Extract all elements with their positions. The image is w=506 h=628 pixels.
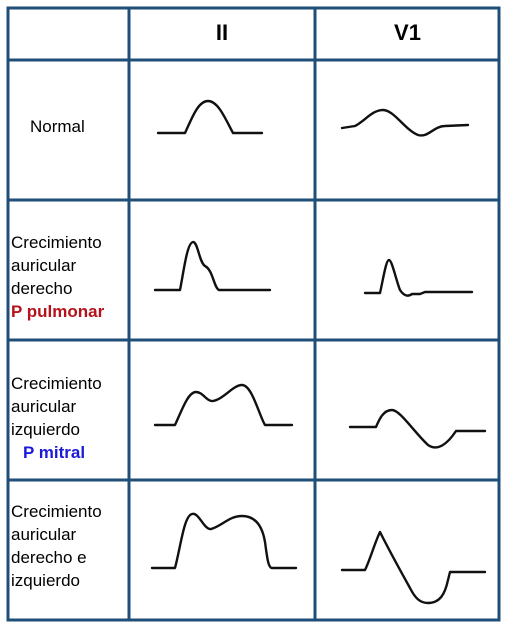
wave-bi-v1 — [340, 530, 487, 605]
wave-pulmonar-v1 — [363, 258, 474, 297]
p-mitral-note: P mitral — [23, 443, 86, 462]
label-line: derecho — [11, 279, 73, 298]
wave-normal-ii — [156, 99, 264, 135]
header-lead-v1: V1 — [394, 20, 421, 45]
row-label-crecimiento-biauricular: Crecimiento auricular derecho e izquierd… — [11, 500, 102, 592]
wave-mitral-ii — [153, 383, 294, 427]
wave-pulmonar-ii — [153, 240, 272, 292]
label-line: auricular — [11, 256, 77, 275]
row-label-normal: Normal — [30, 115, 85, 138]
row-label-crecimiento-izquierdo: Crecimiento auricular izquierdo P mitral — [11, 372, 102, 465]
label-line: izquierdo — [11, 420, 80, 439]
wave-bi-ii — [150, 512, 298, 570]
label-line: auricular — [11, 525, 77, 544]
wave-mitral-v1 — [348, 408, 487, 449]
label-line: auricular — [11, 397, 77, 416]
label-line: Crecimiento — [11, 233, 102, 252]
label-line: derecho e — [11, 548, 87, 567]
row-label-crecimiento-derecho: Crecimiento auricular derecho P pulmonar — [11, 231, 104, 324]
header-lead-ii: II — [215, 20, 229, 45]
p-pulmonar-note: P pulmonar — [11, 302, 105, 321]
label-line: Crecimiento — [11, 502, 102, 521]
wave-normal-v1 — [340, 108, 470, 137]
label-line: Crecimiento — [11, 374, 102, 393]
label-line: izquierdo — [11, 571, 80, 590]
label-line: Normal — [30, 117, 85, 136]
